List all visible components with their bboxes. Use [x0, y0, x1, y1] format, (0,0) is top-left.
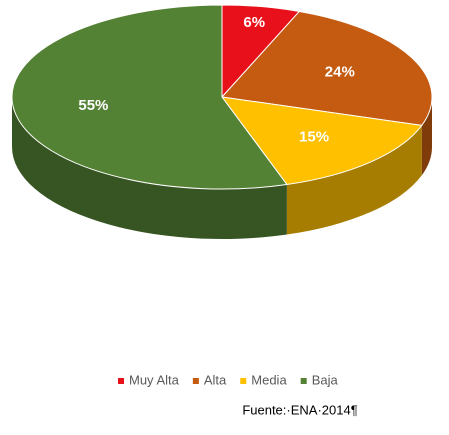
legend-label: Muy Alta: [129, 372, 180, 387]
legend-marker: [118, 378, 124, 384]
legend-label: Baja: [312, 372, 339, 387]
slice: [11, 4, 288, 190]
source-note: Fuente:·ENA·2014¶: [242, 402, 357, 417]
slice-side: [286, 125, 422, 235]
pie: [11, 4, 433, 239]
value-label: 24%: [325, 64, 355, 81]
legend: Muy Alta Alta Media Baja: [118, 372, 338, 387]
value-label: 55%: [78, 97, 108, 114]
slice-side: [12, 97, 287, 239]
slice: [220, 96, 423, 186]
value-label: 6%: [243, 14, 265, 31]
legend-label: Alta: [204, 372, 227, 387]
slice: [220, 10, 433, 126]
legend-marker: [300, 378, 307, 384]
value-label: 15%: [299, 128, 329, 145]
legend-marker: [240, 378, 247, 384]
slice-side: [421, 97, 432, 176]
legend-marker: [192, 378, 199, 384]
legend-label: Media: [251, 372, 287, 387]
